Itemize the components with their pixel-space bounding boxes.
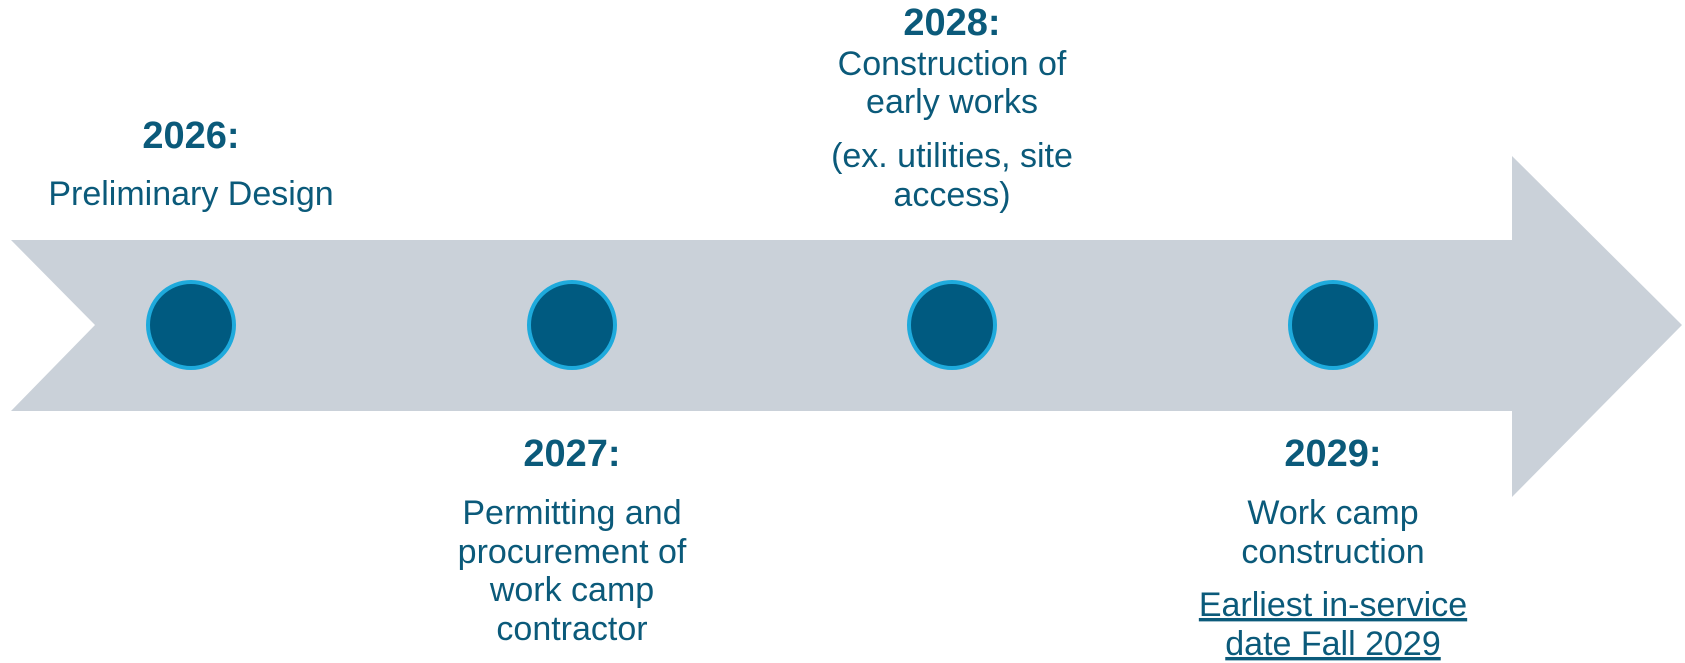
- event-year: 2028:: [903, 2, 1000, 44]
- event-description: work camp: [489, 571, 654, 609]
- event-description: Permitting and: [462, 494, 681, 532]
- event-description: procurement of: [458, 533, 687, 571]
- event-link[interactable]: date Fall 2029: [1225, 625, 1441, 663]
- event-description: Construction of: [838, 45, 1067, 83]
- milestone-dot: [527, 280, 617, 370]
- event-description: contractor: [496, 610, 647, 648]
- event-description: early works: [866, 83, 1038, 121]
- milestone-dot: [907, 280, 997, 370]
- event-year: 2026:: [142, 115, 239, 157]
- event-description: Preliminary Design: [48, 175, 333, 213]
- event-description: construction: [1241, 533, 1424, 571]
- event-year: 2029:: [1284, 433, 1381, 475]
- timeline-arrow: [11, 156, 1682, 497]
- event-description: Work camp: [1247, 494, 1418, 532]
- milestone-dot: [146, 280, 236, 370]
- event-note: (ex. utilities, site: [831, 137, 1073, 175]
- event-year: 2027:: [523, 433, 620, 475]
- event-note: access): [893, 176, 1010, 214]
- event-link[interactable]: Earliest in-service: [1199, 586, 1467, 624]
- milestone-dot: [1288, 280, 1378, 370]
- milestones: [146, 280, 1378, 370]
